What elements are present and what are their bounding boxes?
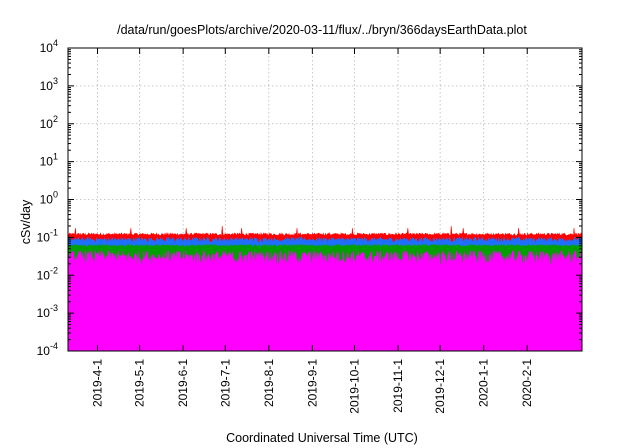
dropout-spike (357, 283, 362, 352)
x-tick-label: 2020-2-1 (520, 359, 534, 407)
chart-title: /data/run/goesPlots/archive/2020-03-11/f… (117, 23, 527, 37)
dropout-spike (200, 283, 204, 352)
dropout-spike (268, 283, 273, 352)
dropout-spike (435, 283, 440, 352)
y-tick-label: 101 (40, 152, 58, 169)
dropout-spike (239, 283, 242, 352)
x-tick-label: 2019-11-1 (391, 359, 405, 413)
x-tick-label: 2019-12-1 (433, 359, 447, 414)
x-tick-label: 2019-10-1 (347, 359, 361, 414)
y-tick-label: 10-3 (37, 303, 58, 320)
y-axis-label: cSv/day (19, 199, 33, 244)
dropout-spike (445, 283, 448, 352)
dropout-spike (209, 283, 214, 352)
dropout-spike (229, 283, 232, 352)
dropout-spike (347, 283, 351, 352)
y-tick-label: 10-2 (37, 265, 58, 282)
y-tick-label: 102 (40, 114, 58, 131)
dropout-spike (563, 283, 567, 352)
x-tick-label: 2020-1-1 (477, 359, 491, 407)
dropout-spike (396, 283, 401, 352)
x-axis-label: Coordinated Universal Time (UTC) (226, 431, 418, 445)
dropout-spike (190, 283, 193, 352)
x-tick-label: 2019-8-1 (262, 359, 276, 407)
dropout-spike (317, 283, 322, 352)
x-tick-label: 2019-9-1 (305, 359, 319, 407)
dropout-spike (278, 283, 282, 352)
dropout-spike (494, 283, 498, 352)
x-tick-label: 2019-4-1 (90, 359, 104, 407)
y-tick-label: 10-1 (37, 227, 58, 244)
y-tick-label: 10-4 (37, 341, 58, 358)
series-band-3 (67, 249, 583, 352)
dropout-spike (573, 283, 577, 352)
dropout-spike (101, 283, 106, 352)
dropout-spike (553, 283, 557, 352)
dropout-spike (416, 283, 419, 352)
y-tick-label: 100 (40, 190, 58, 207)
dropout-spike (111, 283, 115, 352)
dropout-spike (406, 283, 409, 352)
dropout-spike (170, 283, 173, 352)
x-tick-labels: 2019-4-1 2019-5-1 2019-6-1 2019-7-1 2019-8-1… (90, 359, 534, 414)
y-tick-label: 104 (40, 38, 58, 55)
x-tick-label: 2019-7-1 (218, 359, 232, 407)
dropout-spike (426, 283, 429, 352)
dropout-spike (386, 283, 390, 352)
dropout-spike (219, 283, 223, 352)
dropout-spike (327, 283, 331, 352)
dropout-spike (514, 283, 517, 352)
dropout-spike (288, 283, 292, 352)
dropout-spike (160, 283, 165, 352)
plot-frame (67, 47, 583, 352)
dropout-spike (455, 283, 459, 352)
dropout-spike (337, 283, 342, 352)
plot-area (67, 225, 583, 352)
dropout-spike (180, 283, 184, 352)
y-tick-labels: 10-4 10-3 10-2 10-1 100 101 102 103 104 (37, 38, 58, 358)
dropout-spike (131, 283, 134, 352)
dropout-spike (376, 283, 381, 352)
dropout-spike (544, 283, 548, 352)
dropout-spike (150, 283, 154, 352)
y-tick-label: 103 (40, 76, 58, 93)
dropout-spike (82, 283, 86, 352)
dropout-spike (121, 283, 124, 352)
x-tick-label: 2019-5-1 (133, 359, 147, 407)
dropout-spike (534, 283, 537, 352)
dropout-spike (465, 283, 469, 352)
dropout-spike (475, 283, 478, 352)
dropout-spike (524, 283, 529, 352)
dropout-spike (504, 283, 508, 352)
dropout-spike (298, 283, 302, 352)
x-tick-label: 2019-6-1 (176, 359, 190, 407)
dropout-spike (249, 283, 253, 352)
